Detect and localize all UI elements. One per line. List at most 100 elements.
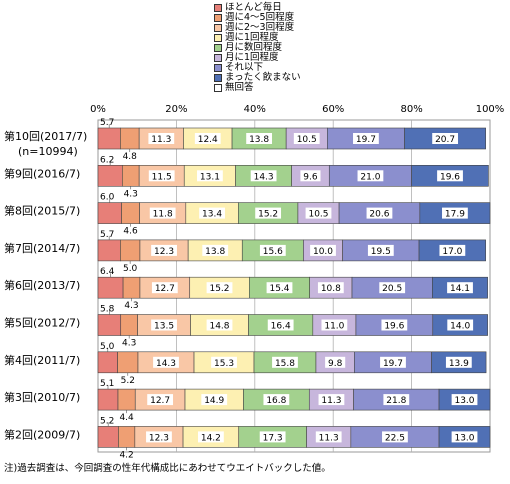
- value-label: 13.8: [249, 135, 269, 145]
- value-label-bg: [442, 207, 468, 219]
- value-label: 4.4: [119, 413, 134, 423]
- legend-swatch: [214, 64, 222, 72]
- value-label-bg: [383, 394, 410, 406]
- value-label-bg: [211, 356, 237, 368]
- category-label: 第7回(2014/7): [4, 241, 80, 255]
- value-label-bg: [318, 394, 345, 406]
- value-label: 17.3: [263, 433, 283, 443]
- value-label: 13.0: [454, 433, 474, 443]
- category-label: 第2回(2009/7): [4, 427, 80, 441]
- value-label: 13.1: [200, 172, 220, 182]
- value-label-bg: [148, 133, 175, 144]
- legend-label: ほとんど毎日: [225, 2, 282, 13]
- value-label-bg: [317, 282, 344, 294]
- value-label: 15.4: [269, 284, 289, 294]
- value-label-bg: [151, 282, 178, 294]
- value-label-bg: [445, 356, 472, 368]
- value-label-bg: [147, 394, 174, 406]
- value-label-bg: [315, 431, 342, 443]
- value-label: 10.8: [321, 284, 341, 294]
- value-label-bg: [206, 282, 233, 294]
- value-label: 12.3: [149, 433, 169, 443]
- bar-segment: [122, 276, 141, 299]
- legend-swatch: [214, 54, 222, 62]
- value-label: 12.4: [198, 135, 218, 145]
- legend-label: 週に2〜3回程度: [225, 22, 295, 33]
- legend-swatch: [214, 14, 222, 22]
- value-label-bg: [197, 170, 223, 182]
- category-label: 第3回(2010/7): [4, 390, 80, 404]
- value-label-bg: [293, 133, 320, 144]
- bar-segment: [97, 239, 121, 262]
- value-label-bg: [272, 356, 298, 368]
- value-label-bg: [259, 244, 286, 256]
- value-label-bg: [255, 207, 282, 219]
- legend-item: 週に1回程度: [214, 33, 334, 43]
- legend-item: ほとんど毎日: [214, 3, 334, 13]
- value-label-bg: [305, 207, 332, 219]
- value-label-bg: [451, 431, 478, 443]
- legend-swatch: [214, 24, 222, 32]
- value-label: 5.8: [100, 305, 115, 315]
- value-label-bg: [194, 133, 221, 144]
- value-label: 14.0: [450, 322, 470, 332]
- value-label: 20.7: [435, 135, 455, 145]
- value-label-bg: [357, 170, 384, 182]
- value-label: 11.5: [152, 172, 172, 182]
- value-label-bg: [197, 431, 224, 443]
- value-label: 11.3: [319, 433, 339, 443]
- value-label-bg: [201, 394, 228, 406]
- x-tick-label: 60%: [322, 104, 344, 115]
- value-label-bg: [379, 282, 406, 294]
- value-label: 12.7: [155, 284, 175, 294]
- bar-segment: [117, 351, 139, 374]
- legend-swatch: [214, 44, 222, 52]
- bar-segment: [97, 388, 119, 411]
- value-label: 17.0: [442, 247, 462, 257]
- legend-label: 週に1回程度: [225, 32, 279, 43]
- legend-swatch: [214, 84, 222, 92]
- value-label-bg: [206, 319, 233, 331]
- bar-segment: [97, 127, 121, 150]
- bar-segment: [117, 388, 136, 411]
- value-label-bg: [321, 319, 348, 331]
- value-label: 13.5: [154, 322, 174, 332]
- legend-swatch: [214, 74, 222, 82]
- value-label: 9.8: [328, 359, 343, 369]
- value-label: 16.8: [266, 396, 286, 406]
- value-label: 12.3: [154, 247, 174, 257]
- value-label: 10.0: [313, 247, 333, 257]
- x-tick-label: 100%: [476, 104, 505, 115]
- legend-label: それ以下: [225, 62, 264, 73]
- value-label: 15.2: [258, 210, 278, 220]
- legend-item: それ以下: [214, 63, 334, 73]
- value-label: 11.3: [151, 135, 171, 145]
- value-label: 14.1: [450, 284, 470, 294]
- value-label: 17.9: [445, 210, 465, 220]
- value-label-bg: [149, 207, 176, 219]
- value-label: 13.4: [202, 210, 222, 220]
- value-label: 15.6: [263, 247, 283, 257]
- value-label-bg: [380, 356, 406, 368]
- legend-item: 週に4〜5回程度: [214, 13, 334, 23]
- value-label: 13.8: [205, 247, 225, 257]
- value-label-bg: [148, 170, 175, 182]
- value-label: 6.2: [100, 155, 114, 165]
- value-label: 13.0: [454, 396, 474, 406]
- legend-label: まったく飲まない: [225, 72, 301, 83]
- value-label-bg: [246, 133, 273, 144]
- value-label-bg: [439, 244, 466, 256]
- value-label-bg: [366, 207, 393, 219]
- value-label: 6.4: [100, 267, 115, 277]
- legend-label: 無回答: [225, 82, 254, 93]
- value-label: 13.9: [449, 359, 469, 369]
- value-label: 6.0: [100, 193, 115, 203]
- category-label: 第8回(2015/7): [4, 204, 80, 218]
- bar-segment: [118, 426, 136, 448]
- value-label: 14.9: [204, 396, 224, 406]
- value-label: 19.7: [356, 135, 376, 145]
- value-label: 22.5: [385, 433, 405, 443]
- value-label-bg: [199, 207, 225, 219]
- value-label-bg: [263, 394, 290, 406]
- value-label: 14.3: [156, 359, 176, 369]
